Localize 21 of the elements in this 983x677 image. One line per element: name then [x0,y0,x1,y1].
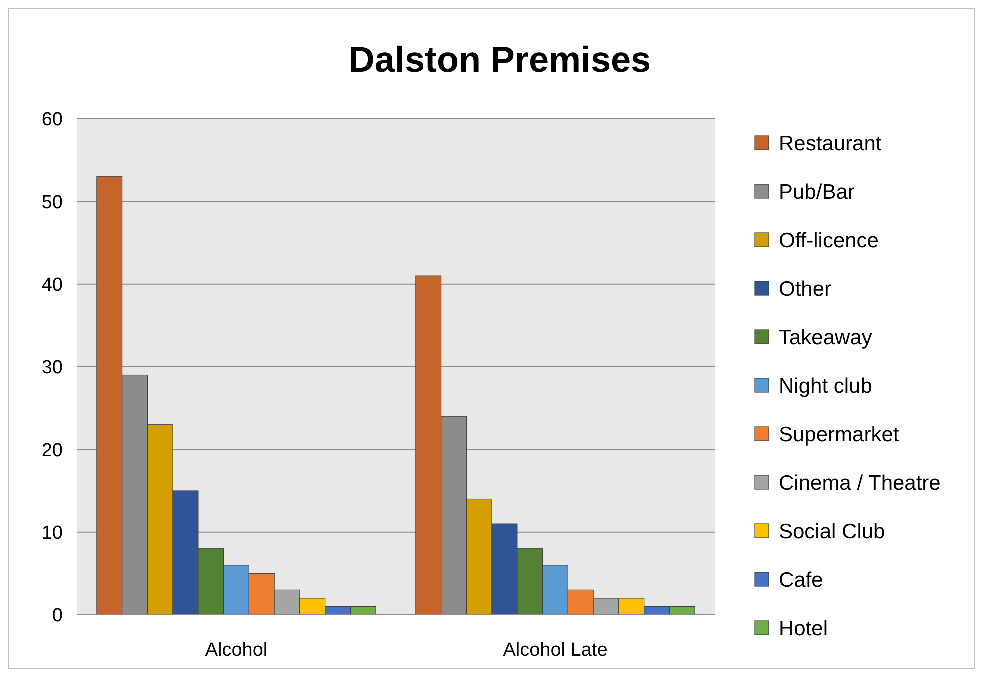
x-tick-label: Alcohol Late [503,640,608,661]
x-tick-label: Alcohol [205,640,268,661]
legend-label: Night club [779,374,872,398]
y-tick-label: 20 [42,440,63,462]
y-tick-label: 50 [42,192,63,214]
y-tick-label: 40 [42,274,63,296]
legend-label: Cafe [779,568,824,592]
legend-label: Social Club [779,520,886,544]
legend-label: Supermarket [779,423,900,446]
legend-label: Pub/Bar [779,180,855,204]
y-tick-label: 60 [42,110,63,131]
legend-label: Other [779,278,832,301]
legend-label: Restaurant [779,132,882,156]
legend-label: Off-licence [779,229,879,252]
y-tick-label: 10 [42,522,63,544]
legend-label: Cinema / Theatre [779,472,941,495]
y-tick-label: 30 [42,358,63,379]
legend-label: Takeaway [779,326,873,350]
legend-label: Hotel [779,617,828,640]
y-tick-label: 0 [52,606,63,627]
chart-title: Dalston Premises [348,39,652,80]
